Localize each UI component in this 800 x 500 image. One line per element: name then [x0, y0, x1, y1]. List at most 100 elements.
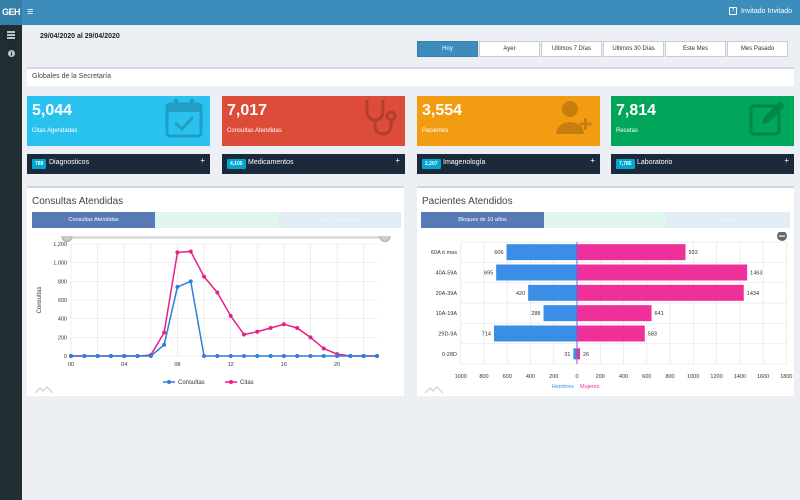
hamburger-icon[interactable]: ≡: [27, 6, 34, 18]
tab-por-edad[interactable]: Por edad: [666, 212, 790, 228]
x-tick-label: 400: [619, 374, 628, 380]
data-point-citas: [202, 274, 207, 279]
subcard-diagnosticos[interactable]: 789 Diagnosticos +: [27, 154, 210, 174]
filter-yesterday-button[interactable]: Ayer: [479, 41, 540, 57]
count-badge: 789: [32, 159, 47, 169]
kpi-value: 7,017: [227, 102, 268, 119]
bar-mujeres: [577, 244, 686, 261]
filter-last-month-button[interactable]: Mes Pasado: [727, 41, 788, 57]
data-point-consultas: [255, 354, 260, 358]
data-point-citas: [188, 249, 193, 254]
pacientes-panel: Pacientes Atendidos Bloques de 10 años B…: [417, 186, 794, 396]
data-point-consultas: [281, 354, 286, 358]
data-label-hombres: 695: [484, 271, 493, 277]
subcard-imagenologia[interactable]: 2,207 Imagenología +: [417, 154, 600, 174]
kpi-value: 3,554: [422, 102, 463, 119]
dashboard-icon[interactable]: [3, 31, 19, 41]
x-tick-label: 400: [526, 374, 535, 380]
pacientes-bar-chart: 1000 800 600 400 200 0 200 400 600 800 1000 1200 140…: [431, 232, 792, 390]
plus-icon[interactable]: +: [590, 156, 595, 165]
kpi-pacientes[interactable]: 3,554 Pacientes: [417, 96, 600, 146]
category-label: 10A-19A: [436, 311, 458, 317]
bar-hombres: [506, 244, 577, 261]
bar-hombres: [496, 264, 577, 281]
subcard-laboratorio[interactable]: 7,785 Laboratorio +: [611, 154, 794, 174]
series-line-citas: [71, 250, 377, 357]
edit-icon: [749, 101, 785, 136]
y-tick-label: 200: [58, 335, 67, 341]
consultas-line-chart: 1,200 1,000 800 600 400 200 000 04 08 12 16 20 Consu…: [37, 236, 391, 386]
data-label-hombres: 714: [482, 332, 491, 338]
tab-bloques-10[interactable]: Bloques de 10 años: [421, 212, 544, 228]
app-logo[interactable]: GEH: [0, 0, 22, 25]
range-navigator: [67, 236, 385, 239]
filter-this-month-button[interactable]: Este Mes: [665, 41, 726, 57]
data-point-citas: [281, 322, 286, 327]
kpi-recetas[interactable]: 7,814 Recetas: [611, 96, 794, 146]
data-point-consultas: [122, 354, 127, 358]
kpi-label: Recetas: [616, 128, 639, 134]
category-label: 0-28D: [442, 352, 457, 358]
x-tick-label: 08: [174, 362, 180, 368]
section-title: Globales de la Secretaría: [32, 73, 111, 80]
y-tick-label: 1,000: [53, 261, 67, 267]
data-label-hombres: 606: [494, 250, 503, 256]
legend-hombres: Hombres: [552, 384, 575, 390]
bar-hombres: [493, 325, 577, 342]
filter-today-button[interactable]: Hoy: [417, 41, 478, 57]
info-icon[interactable]: [6, 50, 16, 60]
kpi-consultas-atendidas[interactable]: 7,017 Consultas Atendidas: [222, 96, 405, 146]
data-label-mujeres: 1463: [750, 271, 762, 277]
data-label-hombres: 420: [516, 291, 525, 297]
series-line-consultas: [71, 280, 377, 357]
subcard-medicamentos[interactable]: 4,105 Medicamentos +: [222, 154, 405, 174]
tab-consultas-atendidas[interactable]: Consultas Atendidas: [32, 212, 155, 228]
y-tick-label: 600: [58, 298, 67, 304]
data-label-mujeres: 26: [583, 352, 589, 358]
data-point-citas: [308, 335, 313, 340]
x-tick-label: 1200: [710, 374, 722, 380]
x-tick-label: 00: [68, 362, 74, 368]
plus-icon[interactable]: +: [200, 156, 205, 165]
x-tick-label: 20: [334, 362, 340, 368]
user-plus-icon: [556, 101, 592, 134]
tab-recetas-atendidas[interactable]: Recetas Atendidas: [155, 212, 278, 228]
x-tick-label: 12: [228, 362, 234, 368]
legend-marker: [229, 380, 233, 384]
data-point-citas: [255, 329, 260, 334]
kpi-citas-agendadas[interactable]: 5,044 Citas Agendadas: [27, 96, 210, 146]
data-point-citas: [268, 326, 273, 330]
x-tick-label: 600: [642, 374, 651, 380]
bar-mujeres: [577, 264, 748, 281]
bar-mujeres: [577, 284, 744, 301]
panel-title: Pacientes Atendidos: [422, 196, 513, 207]
y-tick-label: 1,200: [53, 242, 67, 248]
x-tick-label: 800: [479, 374, 488, 380]
bar-hombres: [573, 348, 577, 360]
category-label: 40A-59A: [436, 271, 458, 277]
x-tick-label: 600: [503, 374, 512, 380]
filter-30days-button[interactable]: Ultimos 30 Días: [603, 41, 664, 57]
y-axis-title: Consultas: [37, 287, 43, 314]
count-badge: 2,207: [422, 159, 441, 169]
y-tick-label: 0: [64, 354, 67, 360]
filter-7days-button[interactable]: Ultimos 7 Días: [541, 41, 602, 57]
tab-citas-registradas[interactable]: Citas Registradas: [278, 212, 401, 228]
user-menu[interactable]: ? Invitado Invitado: [729, 7, 792, 15]
x-tick-label: 200: [596, 374, 605, 380]
bar-mujeres: [577, 305, 652, 322]
date-range: 29/04/2020 al 29/04/2020: [40, 33, 120, 40]
tab-bloques-5[interactable]: Bloques de 5 años: [544, 212, 666, 228]
plus-icon[interactable]: +: [784, 156, 789, 165]
category-label: 29D-9A: [438, 332, 457, 338]
plus-icon[interactable]: +: [395, 156, 400, 165]
data-point-consultas: [188, 279, 193, 284]
x-tick-label: 200: [549, 374, 558, 380]
data-point-citas: [175, 250, 180, 255]
data-point-consultas: [148, 354, 153, 358]
data-point-consultas: [69, 354, 73, 358]
data-point-consultas: [135, 354, 140, 358]
data-point-consultas: [175, 284, 180, 289]
panel-title: Consultas Atendidas: [32, 196, 124, 207]
x-tick-label: 0: [575, 374, 578, 380]
